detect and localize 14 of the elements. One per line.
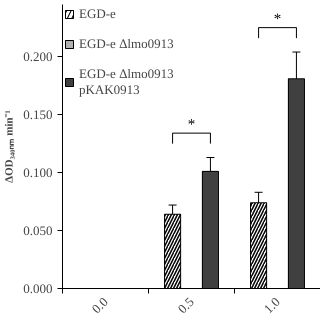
y-tick-label: 0.000 bbox=[23, 281, 52, 296]
legend-label: EGD-e Δlmo0913 bbox=[79, 36, 174, 52]
annotation: * bbox=[274, 12, 282, 28]
x-tick-label: 0.5 bbox=[174, 294, 197, 316]
x-tick-label: 1.0 bbox=[260, 294, 283, 316]
y-axis-title: ΔOD₃₄₀ₙₘ min⁻¹ bbox=[3, 110, 16, 183]
legend-label: EGD-e Δlmo0913 pKAK0913 bbox=[79, 66, 174, 98]
legend-label: EGD-e bbox=[79, 6, 116, 22]
annotation: * bbox=[188, 117, 196, 134]
y-tick-label: 0.150 bbox=[23, 107, 52, 122]
y-tick-label: 0.050 bbox=[23, 223, 52, 238]
y-tick-label: 0.200 bbox=[23, 49, 52, 64]
x-tick-label: 0.0 bbox=[88, 294, 111, 316]
y-tick-label: 0.100 bbox=[23, 165, 52, 180]
